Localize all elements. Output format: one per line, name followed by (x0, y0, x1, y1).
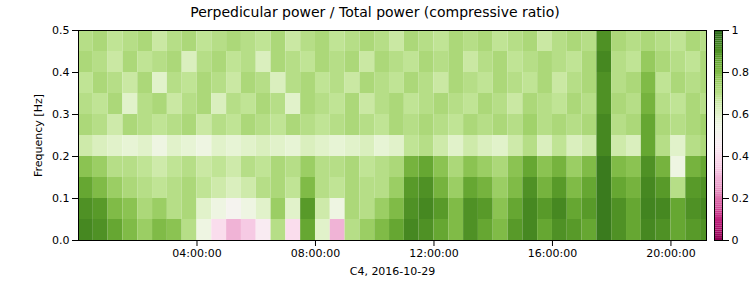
svg-text:0.2: 0.2 (52, 150, 70, 163)
html-text:Perpedicular power / Total pow: Perpedicular power / Total power (compre… (190, 4, 560, 20)
svg-text:0.8: 0.8 (732, 66, 750, 79)
svg-text:Frequency [Hz]: Frequency [Hz] (32, 94, 45, 177)
svg-text:1: 1 (732, 24, 739, 37)
svg-text:0.6: 0.6 (732, 108, 750, 121)
svg-text:0.4: 0.4 (732, 150, 750, 163)
svg-text:08:00:00: 08:00:00 (291, 247, 340, 260)
svg-text:0.5: 0.5 (52, 24, 70, 37)
svg-text:0.4: 0.4 (52, 66, 70, 79)
svg-text:0.2: 0.2 (732, 192, 750, 205)
svg-text:0: 0 (732, 234, 739, 247)
svg-text:0.0: 0.0 (52, 234, 70, 247)
svg-text:20:00:00: 20:00:00 (646, 247, 695, 260)
svg-text:0.1: 0.1 (52, 192, 70, 205)
svg-text:04:00:00: 04:00:00 (172, 247, 221, 260)
svg-text:16:00:00: 16:00:00 (528, 247, 577, 260)
svg-text:0.3: 0.3 (52, 108, 70, 121)
svg-text:12:00:00: 12:00:00 (409, 247, 458, 260)
svg-text:C4, 2016-10-29: C4, 2016-10-29 (350, 265, 436, 278)
